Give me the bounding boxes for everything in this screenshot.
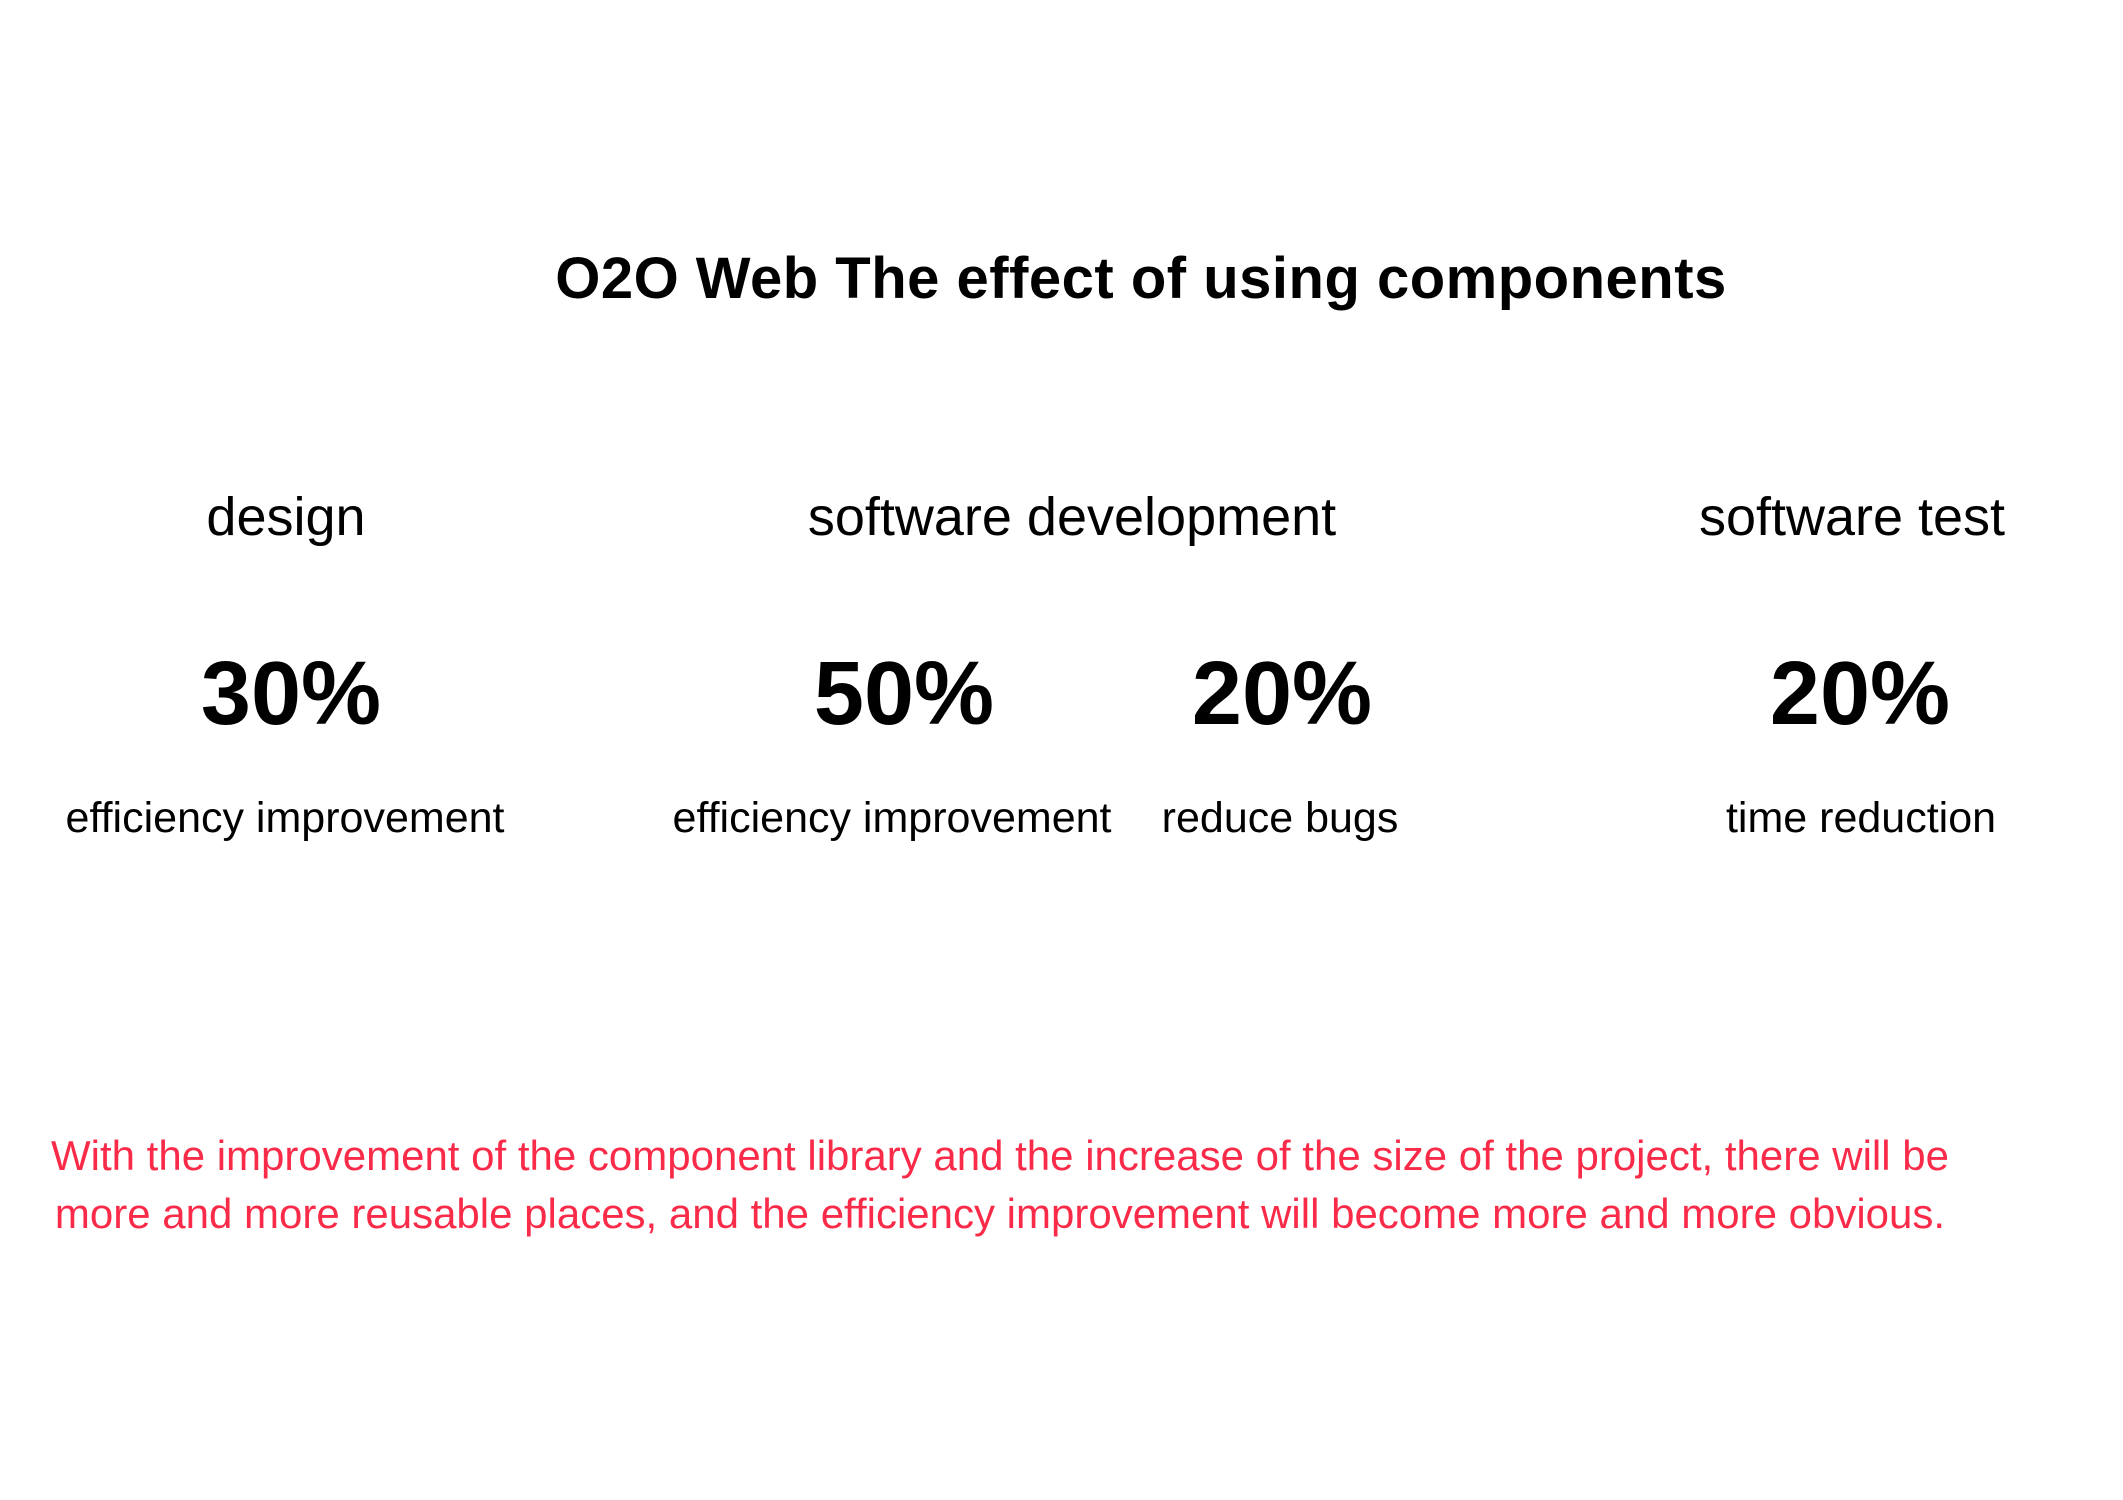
stat-caption-dev-bugs: reduce bugs <box>1161 794 1399 842</box>
annotation-note-line-1: With the improvement of the component li… <box>51 1132 1949 1179</box>
annotation-note-line-2: more and more reusable places, and the e… <box>54 1190 1946 1237</box>
group-label-design: design <box>206 487 366 547</box>
stat-value-dev-efficiency: 50% <box>813 644 995 744</box>
group-label-software-test: software test <box>1698 487 2006 547</box>
stat-caption-test-time: time reduction <box>1725 794 1997 842</box>
stat-value-test-time: 20% <box>1769 644 1951 744</box>
stat-value-dev-bugs: 20% <box>1191 644 1373 744</box>
group-label-software-development: software development <box>807 487 1337 547</box>
stat-caption-design-efficiency: efficiency improvement <box>65 794 505 842</box>
stat-caption-dev-efficiency: efficiency improvement <box>672 794 1112 842</box>
page-title: O2O Web The effect of using components <box>555 245 1727 311</box>
stat-value-design-efficiency: 30% <box>200 644 382 744</box>
annotation-note: With the improvement of the component li… <box>0 1127 2000 1243</box>
